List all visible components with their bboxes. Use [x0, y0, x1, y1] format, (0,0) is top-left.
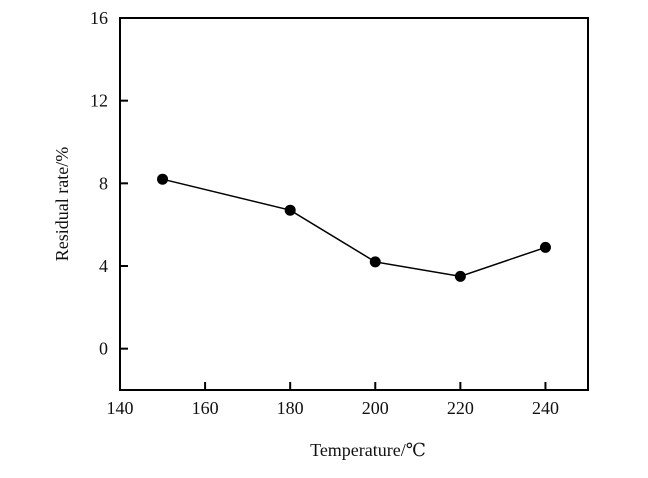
y-tick-label: 16 — [90, 8, 108, 28]
x-tick-label: 160 — [192, 398, 219, 418]
x-tick-label: 140 — [107, 398, 134, 418]
y-tick-label: 12 — [90, 91, 108, 111]
x-tick-label: 240 — [532, 398, 559, 418]
data-point — [539, 241, 551, 253]
y-tick-label: 8 — [99, 173, 108, 193]
axes: 140 160 180 200 220 240 0 4 8 12 16 — [90, 8, 589, 418]
data-series — [157, 173, 551, 282]
y-tick-label: 0 — [99, 339, 108, 359]
series-line — [162, 178, 546, 278]
data-point — [369, 256, 381, 268]
x-tick-label: 220 — [447, 398, 474, 418]
x-axis-label: Temperature/℃ — [310, 440, 426, 460]
x-tick-label: 200 — [362, 398, 389, 418]
plot-frame — [119, 17, 589, 391]
data-point — [454, 270, 466, 282]
x-tick-label: 180 — [277, 398, 304, 418]
y-tick-label: 4 — [99, 256, 108, 276]
y-axis-label: Residual rate/% — [52, 147, 72, 261]
data-point — [157, 173, 169, 185]
data-point — [284, 204, 296, 216]
